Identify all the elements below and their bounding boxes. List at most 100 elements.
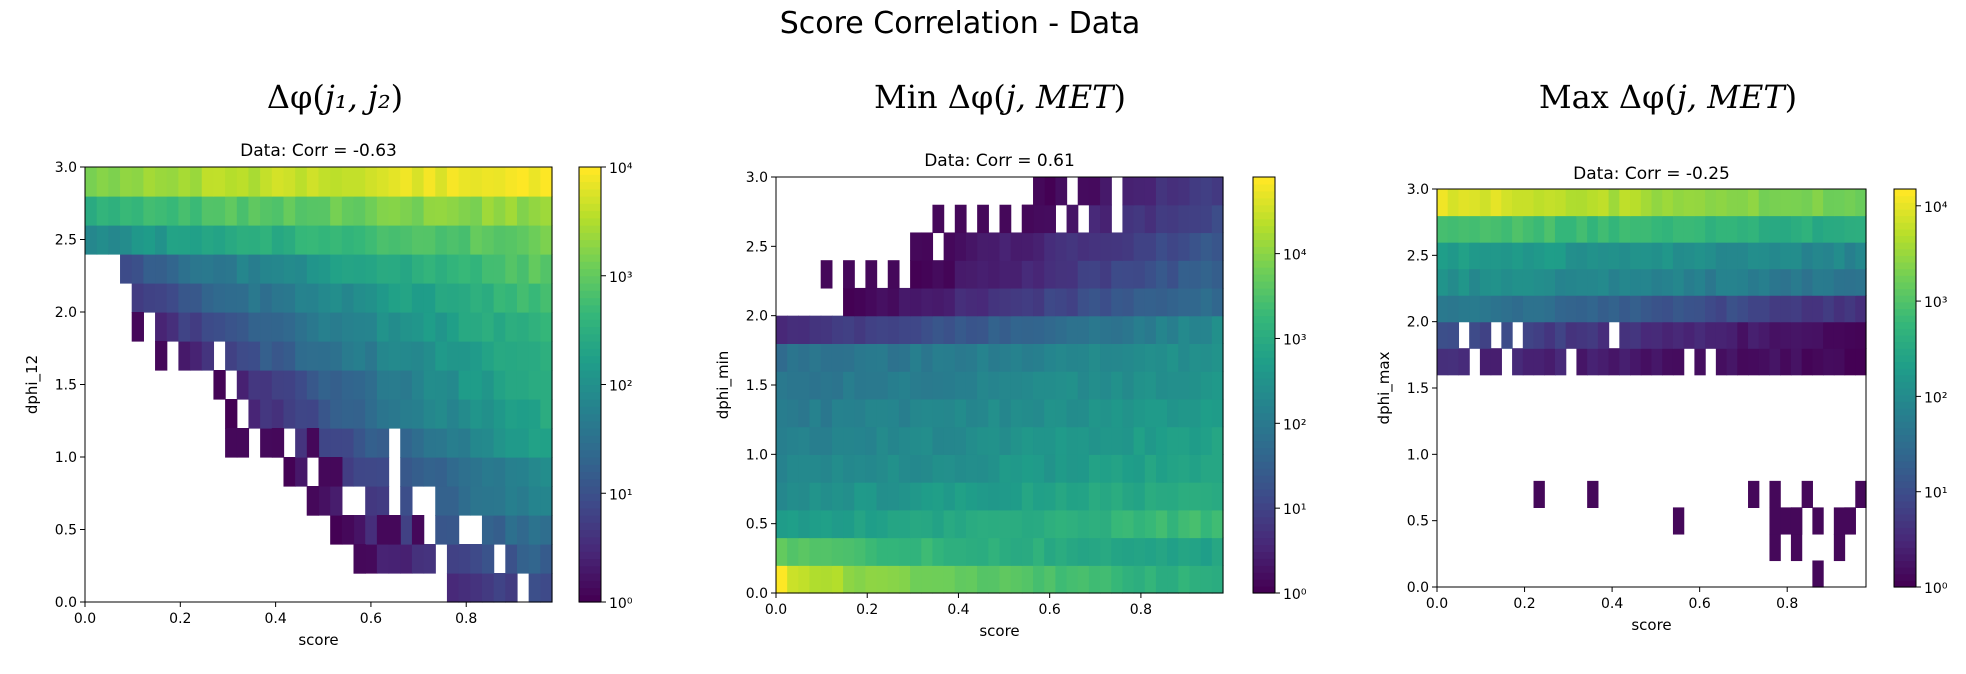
heatmap-cell <box>131 225 144 255</box>
heatmap-cell <box>400 370 413 400</box>
heatmap-cell <box>260 428 273 458</box>
heatmap-cell <box>776 565 788 594</box>
heatmap-cell <box>1200 426 1213 455</box>
heatmap-cell <box>1662 215 1674 243</box>
heatmap-cell <box>1758 189 1771 217</box>
heatmap-cell <box>516 254 530 284</box>
heatmap-cell <box>843 537 855 566</box>
heatmap-cell <box>954 537 967 566</box>
heatmap-cell <box>1512 215 1524 243</box>
heatmap-cell <box>470 399 483 429</box>
colorbar-segment <box>1894 295 1916 303</box>
heatmap-cell <box>910 454 922 483</box>
heatmap-cell <box>1769 268 1781 296</box>
colorbar-segment <box>1253 502 1275 511</box>
heatmap-cell <box>932 315 945 344</box>
colorbar-segment <box>1253 260 1275 268</box>
heatmap-cell <box>295 428 308 458</box>
heatmap-cell <box>481 515 495 545</box>
heatmap-cell <box>1844 348 1856 376</box>
heatmap-cell <box>999 398 1012 428</box>
heatmap-cell <box>1479 242 1492 270</box>
heatmap-cell <box>943 454 956 483</box>
heatmap-cell <box>1189 426 1202 455</box>
heatmap-cell <box>1683 295 1695 323</box>
heatmap-cell <box>1033 177 1045 206</box>
colorbar-segment <box>579 529 601 538</box>
heatmap-cell <box>1088 315 1101 344</box>
heatmap-cell <box>1705 242 1717 270</box>
heatmap-cell <box>787 454 799 483</box>
colorbar-segment <box>1894 195 1916 203</box>
heatmap-cell <box>1100 343 1112 372</box>
heatmap-cell <box>1630 321 1642 349</box>
heatmap-cell <box>131 196 144 226</box>
heatmap-cell <box>155 196 168 226</box>
heatmap-cell <box>1167 482 1179 511</box>
heatmap-cell <box>388 283 401 313</box>
heatmap-cell <box>1490 215 1502 243</box>
heatmap-cell <box>248 370 261 400</box>
heatmap-cell <box>1122 565 1135 594</box>
heatmap-cell <box>1144 343 1157 372</box>
colorbar-tick-label: 10¹ <box>609 487 632 503</box>
heatmap-cell <box>1565 189 1578 217</box>
heatmap-cell <box>1705 189 1717 217</box>
heatmap-cell <box>798 565 811 594</box>
heatmap-cell <box>910 315 922 344</box>
colorbar-segment <box>579 544 601 552</box>
heatmap-cell <box>365 225 378 255</box>
heatmap-cell <box>155 341 168 371</box>
heatmap-cell <box>1501 242 1513 270</box>
heatmap-cell <box>1133 537 1146 566</box>
heatmap-cell <box>977 482 989 511</box>
heatmap-cell <box>1801 321 1813 349</box>
heatmap-cell <box>932 565 945 594</box>
heatmap-cell <box>423 225 436 255</box>
heatmap-cell <box>921 426 934 455</box>
heatmap-cell <box>1189 204 1202 234</box>
heatmap-cell <box>376 254 390 284</box>
heatmap-cell <box>505 167 518 197</box>
colorbar-segment <box>1894 421 1916 429</box>
colorbar-segment <box>579 580 601 589</box>
heatmap-cell <box>1088 537 1101 566</box>
heatmap-cell <box>1790 507 1803 535</box>
heatmap-cell <box>318 457 331 487</box>
heatmap-cell <box>295 370 308 400</box>
heatmap-cell <box>446 428 460 458</box>
heatmap-cell <box>1155 482 1168 511</box>
colorbar-segment <box>1894 394 1916 402</box>
heatmap-cell <box>1651 189 1663 217</box>
heatmap-cell <box>1111 315 1124 344</box>
heatmap-cell <box>965 482 978 511</box>
heatmap-cell <box>1088 398 1101 428</box>
heatmap-cell <box>1178 398 1191 428</box>
heatmap-cell <box>481 428 495 458</box>
heatmap-cell <box>898 398 911 428</box>
colorbar-segment <box>1894 374 1916 382</box>
heatmap-cell <box>528 283 541 313</box>
heatmap-cell <box>493 283 506 313</box>
heatmap-cell <box>1469 242 1481 270</box>
heatmap-cell <box>1780 215 1792 243</box>
heatmap-cell <box>1490 189 1502 217</box>
colorbar-segment <box>1253 447 1275 455</box>
heatmap-cell <box>1790 321 1803 349</box>
heatmap-cell <box>1133 315 1146 344</box>
heatmap-cell <box>1010 343 1023 372</box>
heatmap-cell <box>1469 321 1481 349</box>
heatmap-cell <box>365 428 378 458</box>
heatmap-cell <box>528 167 541 197</box>
heatmap-cell <box>1780 189 1792 217</box>
heatmap-cell <box>1211 509 1224 539</box>
heatmap-cell <box>365 341 378 371</box>
heatmap-cell <box>306 399 320 429</box>
heatmap-cell <box>1189 343 1202 372</box>
heatmap-cell <box>1088 482 1101 511</box>
heatmap-cell <box>423 370 436 400</box>
heatmap-cell <box>1544 215 1556 243</box>
heatmap-cell <box>1010 371 1023 400</box>
heatmap-cell <box>876 343 889 372</box>
heatmap-cell <box>1780 507 1792 535</box>
